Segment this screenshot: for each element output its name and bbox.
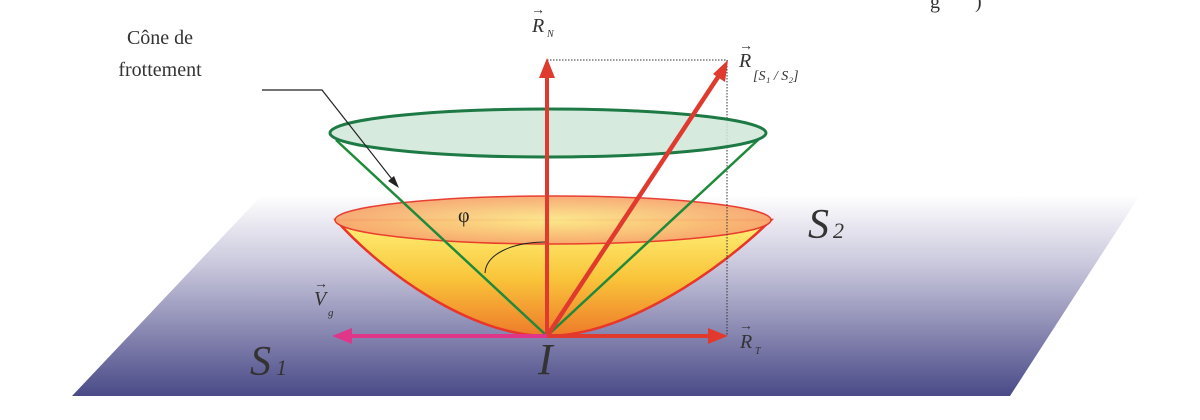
label-i: I [537,335,555,384]
svg-text:V: V [314,288,329,310]
bowl-rim [334,195,772,245]
label-s1: S 1 [250,339,287,385]
svg-text:1: 1 [276,355,287,380]
arrow-rs1s2 [545,60,728,338]
label-rn: → R N [531,3,555,40]
arrow-over-icon: → [314,277,328,292]
svg-text:N: N [546,29,555,40]
cone-label-line2: frottement [118,59,202,81]
label-rt: → R T [739,319,762,357]
cone-leader-line [262,89,399,188]
svg-text:[S₁ / S₂]: [S₁ / S₂] [753,69,799,84]
arrow-rt [547,328,728,344]
arrow-vg [332,328,547,344]
angle-phi-arc [484,241,548,274]
projection-lines [547,59,728,336]
arrow-over-icon: → [739,39,753,54]
svg-text:R: R [531,15,544,37]
svg-text:R: R [738,50,751,72]
svg-text:S: S [250,339,271,385]
arrow-over-icon: → [739,319,753,334]
cone-label-line1: Cône de [127,27,193,49]
phi-label: φ [458,205,470,227]
svg-text:T: T [755,346,762,357]
caption-fragment: g ) [930,0,982,13]
label-s2: S 2 [808,202,844,248]
svg-text:2: 2 [833,218,844,243]
svg-text:R: R [739,331,752,353]
svg-text:S: S [808,202,829,248]
cone-generator-left [335,139,548,337]
label-vg: → V g [314,277,334,319]
cone-generator-right [546,139,759,337]
svg-text:g: g [328,307,334,319]
arrow-rn [539,58,555,336]
label-rs1s2: → R [S₁ / S₂] [738,39,799,84]
arrow-over-icon: → [531,3,545,18]
